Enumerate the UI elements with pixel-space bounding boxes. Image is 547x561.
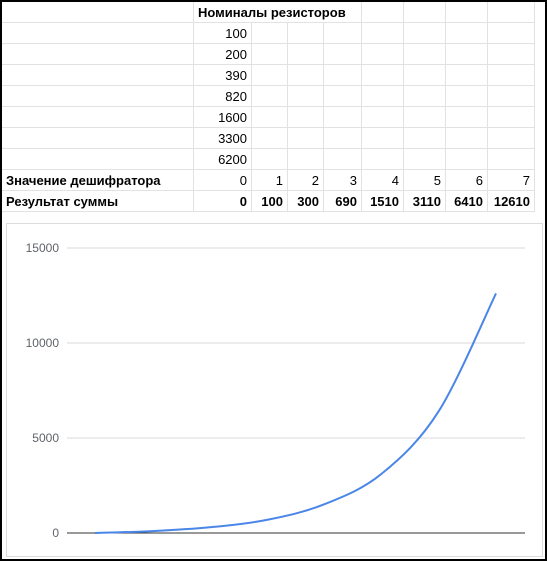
sum-value-cell[interactable]: 300 xyxy=(288,191,324,212)
grid-cell[interactable] xyxy=(2,107,194,128)
sum-label-cell[interactable]: Результат суммы xyxy=(2,191,194,212)
grid-cell[interactable] xyxy=(404,128,446,149)
sum-value-cell[interactable]: 12610 xyxy=(488,191,535,212)
sum-value-cell[interactable]: 100 xyxy=(252,191,288,212)
sum-value-cell[interactable]: 690 xyxy=(324,191,362,212)
grid-cell[interactable] xyxy=(2,128,194,149)
grid-cell[interactable] xyxy=(404,44,446,65)
resistor-value-cell[interactable]: 820 xyxy=(194,86,252,107)
grid-cell[interactable] xyxy=(252,149,288,170)
grid-cell[interactable] xyxy=(488,128,535,149)
header-title-cell[interactable]: Номиналы резисторов xyxy=(194,2,354,23)
grid-cell[interactable] xyxy=(288,107,324,128)
grid-cell[interactable] xyxy=(362,23,404,44)
y-tick-label: 5000 xyxy=(32,431,59,445)
decoder-value-cell[interactable]: 5 xyxy=(404,170,446,191)
grid-cell[interactable] xyxy=(324,149,362,170)
series-line xyxy=(94,292,497,534)
grid-cell[interactable] xyxy=(288,128,324,149)
grid-cell[interactable] xyxy=(252,65,288,86)
grid-cell[interactable] xyxy=(324,107,362,128)
grid-cell[interactable] xyxy=(446,44,488,65)
y-tick-label: 0 xyxy=(52,526,59,540)
resistor-value-cell[interactable]: 100 xyxy=(194,23,252,44)
decoder-value-cell[interactable]: 0 xyxy=(194,170,252,191)
grid-cell[interactable] xyxy=(2,65,194,86)
grid-cell[interactable] xyxy=(324,86,362,107)
resistor-value-cell[interactable]: 6200 xyxy=(194,149,252,170)
line-chart[interactable]: 0 5000 10000 15000 xyxy=(6,223,543,557)
sum-value-cell[interactable]: 3110 xyxy=(404,191,446,212)
grid-cell[interactable] xyxy=(446,128,488,149)
grid-cell[interactable] xyxy=(2,149,194,170)
resistor-value-cell[interactable]: 3300 xyxy=(194,128,252,149)
grid-cell[interactable] xyxy=(362,86,404,107)
grid-cell[interactable] xyxy=(288,149,324,170)
grid-cell[interactable] xyxy=(488,86,535,107)
grid-cell[interactable] xyxy=(2,2,194,23)
decoder-value-cell[interactable]: 3 xyxy=(324,170,362,191)
grid-cell[interactable] xyxy=(446,65,488,86)
grid-cell[interactable] xyxy=(362,149,404,170)
grid-cell[interactable] xyxy=(324,128,362,149)
grid-cell[interactable] xyxy=(446,149,488,170)
resistor-value-cell[interactable]: 390 xyxy=(194,65,252,86)
grid-cell[interactable] xyxy=(446,107,488,128)
grid-cell[interactable] xyxy=(488,23,535,44)
grid-cell[interactable] xyxy=(488,107,535,128)
grid-cell[interactable] xyxy=(2,86,194,107)
chart-canvas: 0 5000 10000 15000 xyxy=(26,241,525,540)
grid-cell[interactable] xyxy=(2,23,194,44)
resistor-value-cell[interactable]: 200 xyxy=(194,44,252,65)
grid-cell[interactable] xyxy=(404,107,446,128)
decoder-value-cell[interactable]: 2 xyxy=(288,170,324,191)
sum-value-cell[interactable]: 6410 xyxy=(446,191,488,212)
decoder-value-cell[interactable]: 7 xyxy=(488,170,535,191)
decoder-value-cell[interactable]: 6 xyxy=(446,170,488,191)
grid-cell[interactable] xyxy=(488,2,535,23)
decoder-value-cell[interactable]: 1 xyxy=(252,170,288,191)
grid-cell[interactable] xyxy=(252,44,288,65)
decoder-value-cell[interactable]: 4 xyxy=(362,170,404,191)
grid-cell[interactable] xyxy=(324,23,362,44)
resistor-value-cell[interactable]: 1600 xyxy=(194,107,252,128)
grid-cell[interactable] xyxy=(488,44,535,65)
y-tick-label: 15000 xyxy=(26,241,60,255)
grid-cell[interactable] xyxy=(362,2,404,23)
grid-cell[interactable] xyxy=(404,149,446,170)
grid-cell[interactable] xyxy=(446,86,488,107)
grid-cell[interactable] xyxy=(288,44,324,65)
grid-cell[interactable] xyxy=(252,128,288,149)
grid-cell[interactable] xyxy=(362,65,404,86)
y-tick-label: 10000 xyxy=(26,336,60,350)
grid-cell[interactable] xyxy=(404,23,446,44)
grid-cell[interactable] xyxy=(362,44,404,65)
grid-cell[interactable] xyxy=(488,149,535,170)
grid-cell[interactable] xyxy=(324,65,362,86)
grid-cell[interactable] xyxy=(404,2,446,23)
sum-value-cell[interactable]: 1510 xyxy=(362,191,404,212)
grid-cell[interactable] xyxy=(324,44,362,65)
grid-cell[interactable] xyxy=(2,44,194,65)
grid-cell[interactable] xyxy=(362,128,404,149)
sum-value-cell[interactable]: 0 xyxy=(194,191,252,212)
grid-cell[interactable] xyxy=(488,65,535,86)
grid-cell[interactable] xyxy=(446,2,488,23)
decoder-label-cell[interactable]: Значение дешифратора xyxy=(2,170,194,191)
grid-cell[interactable] xyxy=(252,86,288,107)
grid-cell[interactable] xyxy=(446,23,488,44)
grid-cell[interactable] xyxy=(362,107,404,128)
grid-cell[interactable] xyxy=(288,65,324,86)
grid-cell[interactable] xyxy=(404,65,446,86)
grid-cell[interactable] xyxy=(252,23,288,44)
grid-cell[interactable] xyxy=(288,86,324,107)
grid-cell[interactable] xyxy=(252,107,288,128)
grid-cell[interactable] xyxy=(404,86,446,107)
grid-cell[interactable] xyxy=(288,23,324,44)
